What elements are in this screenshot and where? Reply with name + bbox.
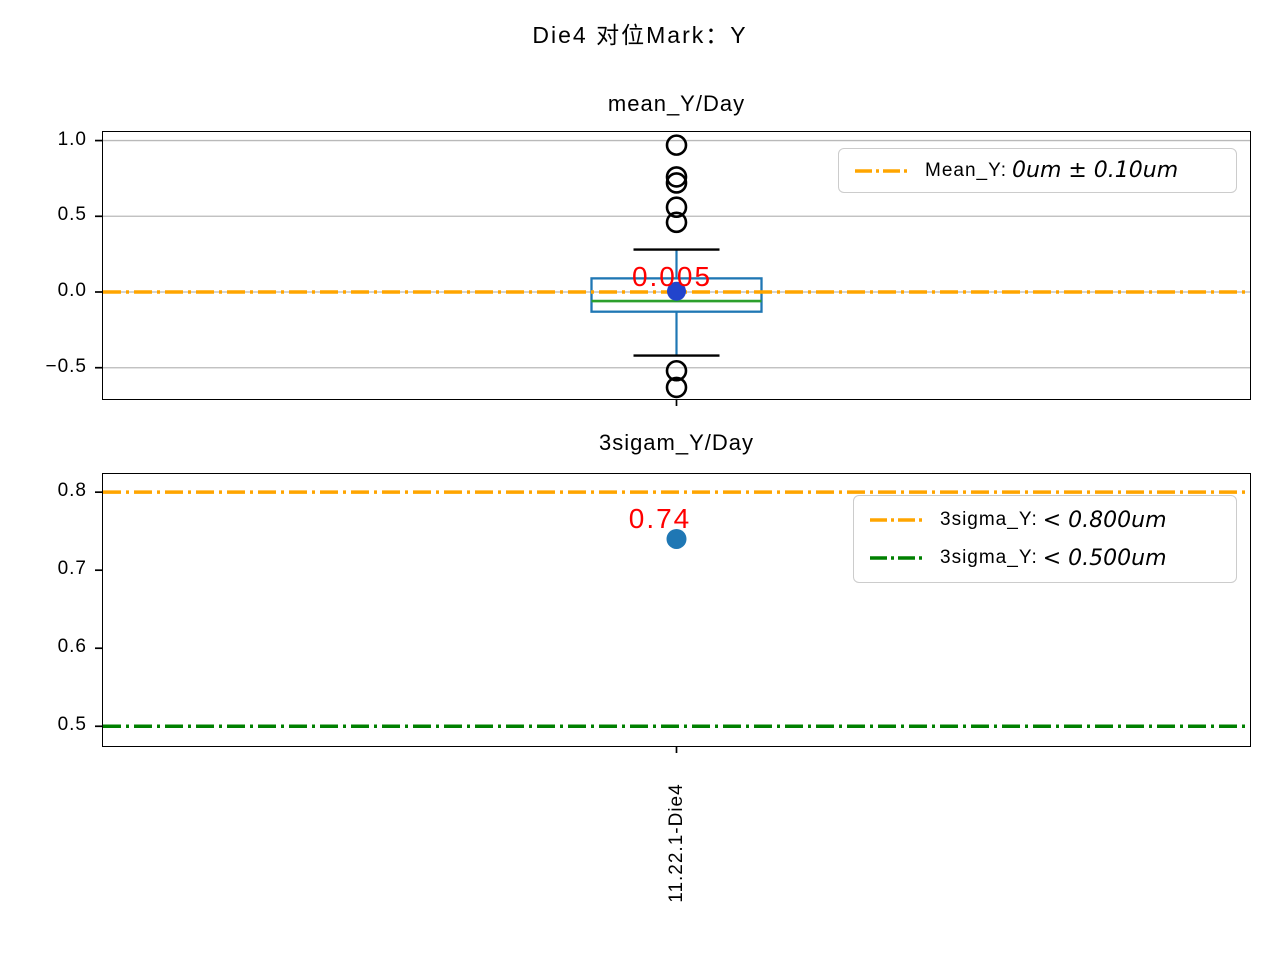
y-tick-label: 0.5 (57, 714, 87, 736)
legend-label-spec: < 0.800um (1042, 507, 1167, 533)
dashdot-line-sample-icon (855, 168, 907, 173)
y-tick-label: 0.8 (57, 480, 87, 502)
y-tick-label: 0.6 (57, 636, 87, 658)
y-tick-label: 0.0 (57, 280, 87, 301)
legend-entry-3sigma-upper: 3sigma_Y: < 0.800um (868, 501, 1222, 539)
sigma-value-annotation: 0.74 (628, 503, 692, 534)
subplot-title-mean-y: mean_Y/Day (607, 91, 746, 116)
legend-label-spec: 0um ± 0.10um (1012, 158, 1179, 183)
mean-value-annotation: 0.005 (631, 261, 713, 292)
legend-label-prefix: Mean_Y: (925, 159, 1007, 181)
legend-entry-mean-y: Mean_Y: 0um ± 0.10um (853, 153, 1222, 188)
legend-label-prefix: 3sigma_Y: (940, 509, 1038, 530)
y-tick-label: −0.5 (45, 355, 87, 377)
legend-label-spec: < 0.500um (1042, 545, 1167, 571)
legend-entry-3sigma-lower: 3sigma_Y: < 0.500um (868, 539, 1222, 577)
subplot-title-3sigma-y: 3sigam_Y/Day (598, 430, 755, 455)
dashdot-line-sample-icon (870, 556, 922, 560)
y-tick-label: 0.5 (57, 204, 87, 226)
y-tick-label: 0.7 (57, 558, 87, 580)
x-tick-label-day: 11.22.1-Die4 (666, 783, 687, 903)
dashdot-line-sample-icon (870, 518, 922, 522)
legend-label-prefix: 3sigma_Y: (940, 547, 1038, 568)
legend-mean-y: Mean_Y: 0um ± 0.10um (838, 148, 1237, 193)
figure-title: Die4 对位Mark：Y (532, 22, 748, 48)
legend-3sigma-y: 3sigma_Y: < 0.800um 3sigma_Y: < 0.500um (853, 495, 1237, 583)
y-tick-label: 1.0 (57, 128, 87, 150)
